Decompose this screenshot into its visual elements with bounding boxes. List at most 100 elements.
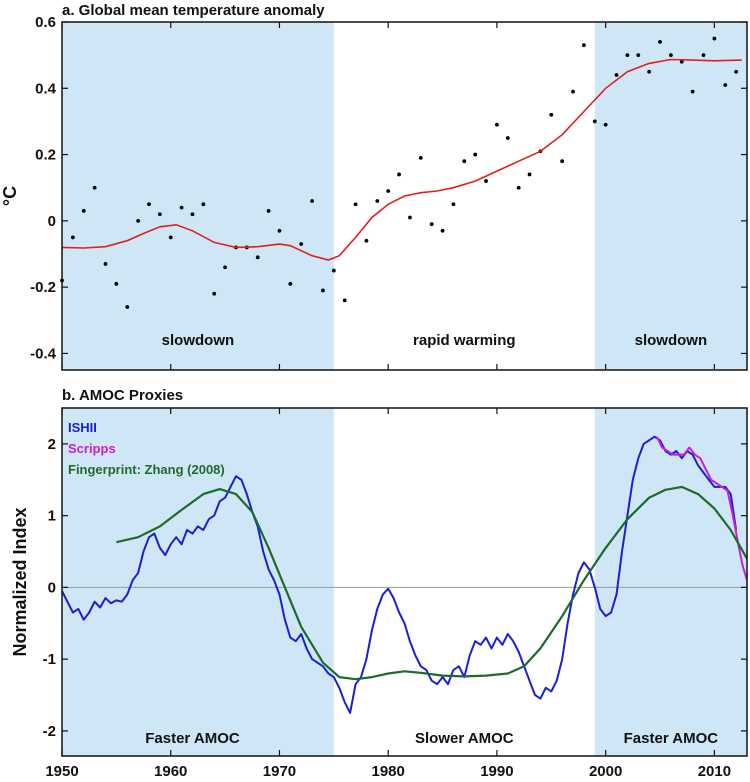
x-tick-label: 2000 (589, 763, 622, 780)
y-tick-label: -2 (43, 723, 56, 740)
temperature-point (147, 202, 151, 207)
temperature-point (157, 212, 162, 217)
y-tick-label: 0.2 (35, 147, 56, 164)
temperature-point (527, 172, 532, 177)
y-tick-label: 0 (48, 579, 56, 596)
temperature-point (386, 189, 391, 193)
temperature-point (701, 53, 706, 58)
temperature-point (647, 69, 652, 74)
temperature-point (668, 53, 673, 58)
series-line-1 (655, 436, 748, 581)
temperature-point (712, 36, 717, 41)
panel-b-frame (61, 407, 748, 757)
series-line-2 (116, 485, 748, 681)
temperature-point (266, 209, 271, 213)
temperature-point (168, 235, 173, 240)
temperature-point (429, 222, 434, 227)
y-tick-label: 1 (48, 508, 56, 525)
y-tick-label: 2 (48, 436, 56, 453)
x-tick-label: 1950 (45, 763, 78, 780)
temperature-point (636, 53, 641, 58)
temperature-point (397, 172, 401, 177)
period-label-0: slowdown (162, 332, 235, 349)
temperature-point (549, 112, 554, 117)
x-tick-label: 2010 (698, 763, 731, 780)
temperature-point (560, 159, 565, 164)
panel-a-plot: 0.6 0.4 0.2 0 -0.2 -0.4 slowdown rapid warming s… (0, 14, 748, 371)
temperature-point (70, 235, 75, 240)
shaded-period-1 (594, 22, 747, 370)
x-tick-label: 1960 (154, 763, 187, 780)
temperature-point (679, 59, 684, 64)
temperature-point (658, 39, 662, 44)
temperature-point (364, 238, 369, 243)
temperature-point (190, 212, 195, 217)
temperature-point (321, 288, 325, 293)
temperature-point (353, 202, 358, 207)
temperature-point (582, 43, 586, 48)
y-tick-label: -1 (43, 651, 56, 668)
temperature-point (223, 265, 227, 270)
temperature-point (451, 202, 456, 207)
y-tick-label: 0 (48, 213, 56, 230)
x-tick-label: 1980 (372, 763, 405, 780)
temperature-point (92, 185, 97, 190)
series-line-0 (61, 435, 738, 714)
panel-a-frame (61, 21, 748, 371)
legend-entry-2: Fingerprint: Zhang (2008) (68, 462, 225, 477)
temperature-point (310, 199, 314, 203)
legend-entry-1: Scripps (68, 441, 116, 456)
temperature-point (505, 136, 510, 140)
temperature-smooth-line (61, 58, 742, 261)
y-tick-label: -0.4 (30, 345, 57, 362)
x-tick-label: 1990 (480, 763, 513, 780)
temperature-point (288, 281, 293, 286)
panel-a-title: a. Global mean temperature anomaly (62, 2, 325, 19)
temperature-point (418, 155, 423, 160)
temperature-point (277, 228, 282, 233)
period-label-1: rapid warming (413, 332, 516, 349)
temperature-point (495, 122, 499, 127)
temperature-point (136, 218, 141, 223)
temperature-point (331, 268, 336, 273)
temperature-point (690, 89, 695, 94)
temperature-point (516, 185, 521, 190)
temperature-point (114, 281, 119, 286)
y-tick-label: 0.6 (35, 14, 56, 31)
shaded-period-1 (594, 408, 747, 756)
temperature-point (734, 69, 739, 74)
temperature-point (484, 179, 488, 183)
panel-b-plot: 2 1 0 -1 -2 1950 1960 1970 1980 1990 2000 2010 Faste… (10, 407, 748, 780)
temperature-point (255, 255, 260, 260)
temperature-point (592, 119, 597, 124)
temperature-point (408, 215, 412, 220)
y-axis-label: °C (0, 186, 20, 206)
temperature-point (375, 199, 380, 203)
temperature-point (723, 83, 728, 87)
temperature-point (440, 228, 445, 233)
shaded-period-0 (62, 408, 334, 756)
temperature-point (299, 242, 304, 246)
temperature-point (473, 152, 478, 157)
y-tick-label: -0.2 (30, 279, 56, 296)
legend-entry-0: ISHII (68, 420, 97, 435)
temperature-point (342, 298, 347, 303)
period-label-0: Faster AMOC (145, 730, 240, 747)
panel-b-title: b. AMOC Proxies (62, 387, 183, 404)
temperature-point (179, 205, 184, 210)
y-axis-label: Normalized Index (10, 507, 30, 656)
temperature-point (103, 262, 108, 266)
period-label-2: slowdown (635, 332, 708, 349)
temperature-point (603, 122, 608, 127)
period-label-1: Slower AMOC (415, 730, 514, 747)
temperature-point (625, 53, 630, 58)
temperature-point (212, 291, 217, 296)
y-tick-label: 0.4 (35, 80, 57, 97)
x-tick-label: 1970 (263, 763, 296, 780)
temperature-point (571, 89, 575, 94)
shaded-period-0 (62, 22, 334, 370)
temperature-point (614, 73, 619, 77)
temperature-point (201, 202, 206, 207)
temperature-point (81, 209, 86, 213)
